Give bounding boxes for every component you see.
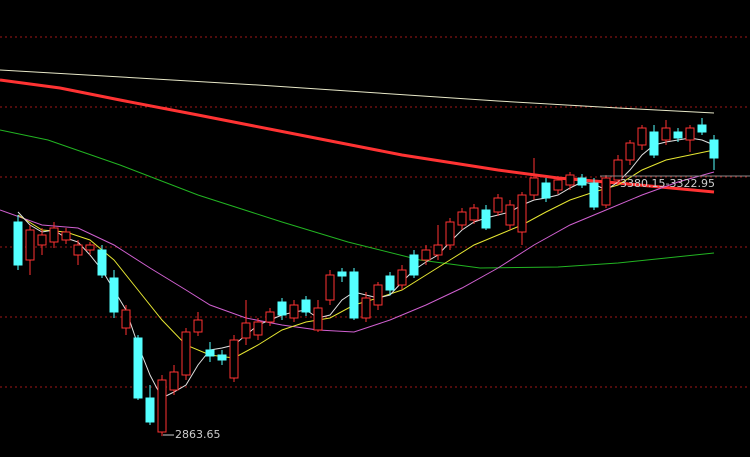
candle-body <box>13 221 23 266</box>
candle-body <box>85 244 95 251</box>
candle-body <box>625 142 635 161</box>
candle-body <box>457 211 467 226</box>
candle-body <box>649 131 659 156</box>
candle-body <box>613 159 623 181</box>
candle-body <box>493 197 503 213</box>
candle-body <box>289 304 299 319</box>
ma-line <box>0 78 715 194</box>
candle-body <box>73 244 83 256</box>
candle-body <box>577 177 587 186</box>
candle-body <box>277 301 287 316</box>
candle-body <box>373 284 383 306</box>
candle-body <box>697 124 707 133</box>
candle-body <box>349 271 359 319</box>
candle-body <box>505 204 515 226</box>
candle-body <box>145 397 155 423</box>
candle-body <box>37 234 47 246</box>
candle-body <box>601 177 611 206</box>
candle-body <box>385 275 395 291</box>
candle-body <box>709 139 719 159</box>
candle-body <box>193 319 203 333</box>
candle-body <box>169 371 179 391</box>
candle-body <box>49 227 59 243</box>
candle-body <box>361 297 371 319</box>
candle-body <box>241 322 251 339</box>
candle-body <box>313 307 323 331</box>
low-annotation: 2863.65 <box>175 428 221 441</box>
candle-body <box>685 127 695 141</box>
candle-body <box>469 207 479 221</box>
candle-body <box>541 182 551 199</box>
candle-body <box>325 274 335 301</box>
candle-body <box>445 221 455 246</box>
candle-body <box>97 249 107 276</box>
candle-body <box>181 331 191 376</box>
candle-body <box>229 339 239 379</box>
candle-body <box>421 249 431 261</box>
ma-line <box>0 129 715 269</box>
candle-body <box>517 194 527 233</box>
ma-line <box>0 69 715 114</box>
candle-body <box>109 277 119 313</box>
candle-body <box>121 309 131 329</box>
candle-body <box>253 321 263 336</box>
candle-body <box>673 131 683 139</box>
candle-body <box>337 271 347 277</box>
candle-body <box>205 349 215 357</box>
candle-body <box>481 209 491 229</box>
candle-body <box>61 231 71 241</box>
candle-body <box>433 244 443 256</box>
candle-body <box>265 311 275 323</box>
candle-body <box>217 354 227 361</box>
candle-body <box>157 379 167 433</box>
candle-body <box>565 174 575 186</box>
candle-body <box>637 127 647 146</box>
candle-body <box>553 179 563 191</box>
candle-body <box>397 269 407 286</box>
candle-body <box>661 127 671 141</box>
candle-body <box>25 229 35 261</box>
candle-body <box>589 182 599 208</box>
candle-body <box>301 299 311 313</box>
candle-body <box>529 177 539 196</box>
ma-line <box>0 171 715 333</box>
range-annotation: 3380.15-3322.95 <box>620 177 715 190</box>
candle-body <box>133 337 143 399</box>
candle-body <box>409 254 419 276</box>
